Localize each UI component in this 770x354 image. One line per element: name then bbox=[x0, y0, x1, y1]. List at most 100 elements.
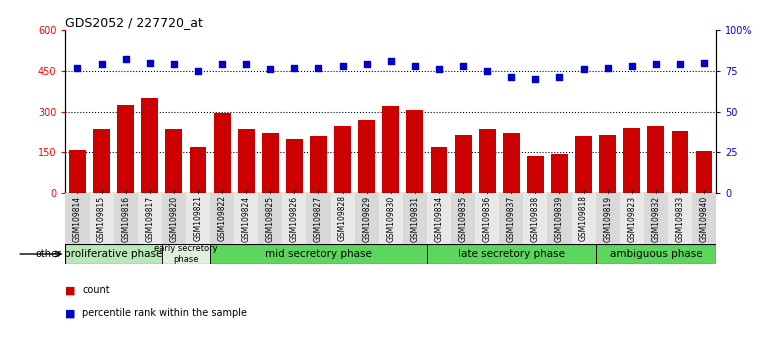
Bar bbox=[138, 193, 162, 244]
Point bbox=[119, 57, 132, 62]
Bar bbox=[114, 193, 138, 244]
Bar bbox=[403, 193, 427, 244]
Bar bbox=[620, 193, 644, 244]
Text: GSM109822: GSM109822 bbox=[218, 195, 226, 241]
Text: GSM109816: GSM109816 bbox=[121, 195, 130, 242]
Bar bbox=[330, 193, 355, 244]
Bar bbox=[499, 193, 524, 244]
Bar bbox=[262, 133, 279, 193]
Text: GSM109821: GSM109821 bbox=[193, 195, 203, 241]
Bar bbox=[69, 149, 86, 193]
Point bbox=[313, 65, 325, 70]
Bar bbox=[379, 193, 403, 244]
Bar bbox=[624, 128, 640, 193]
Bar bbox=[407, 110, 424, 193]
Point bbox=[650, 62, 662, 67]
Point bbox=[384, 58, 397, 64]
Point bbox=[288, 65, 300, 70]
Bar bbox=[306, 193, 330, 244]
Bar bbox=[258, 193, 283, 244]
Bar bbox=[213, 113, 230, 193]
Bar bbox=[596, 244, 716, 264]
Text: GSM109835: GSM109835 bbox=[459, 195, 467, 242]
Bar bbox=[475, 193, 499, 244]
Bar bbox=[454, 135, 471, 193]
Bar bbox=[334, 126, 351, 193]
Point bbox=[95, 62, 108, 67]
Bar bbox=[65, 193, 89, 244]
Bar bbox=[430, 147, 447, 193]
Text: GSM109837: GSM109837 bbox=[507, 195, 516, 242]
Point bbox=[360, 62, 373, 67]
Bar bbox=[234, 193, 258, 244]
Text: percentile rank within the sample: percentile rank within the sample bbox=[82, 308, 247, 318]
Text: other: other bbox=[35, 249, 62, 259]
Point bbox=[505, 74, 517, 80]
Point bbox=[433, 66, 445, 72]
Text: late secretory phase: late secretory phase bbox=[458, 249, 564, 259]
Bar bbox=[238, 129, 255, 193]
Text: GSM109834: GSM109834 bbox=[434, 195, 444, 242]
Text: GSM109818: GSM109818 bbox=[579, 195, 588, 241]
Bar bbox=[596, 193, 620, 244]
Bar bbox=[575, 136, 592, 193]
Text: GSM109815: GSM109815 bbox=[97, 195, 106, 242]
Text: proliferative phase: proliferative phase bbox=[65, 249, 162, 259]
Text: GSM109814: GSM109814 bbox=[73, 195, 82, 242]
Bar bbox=[186, 193, 210, 244]
Bar bbox=[286, 139, 303, 193]
Text: GSM109827: GSM109827 bbox=[314, 195, 323, 242]
Point bbox=[481, 68, 494, 74]
Bar bbox=[671, 131, 688, 193]
Bar bbox=[648, 126, 665, 193]
Text: GSM109825: GSM109825 bbox=[266, 195, 275, 242]
Point bbox=[72, 65, 84, 70]
Bar bbox=[599, 135, 616, 193]
Text: ■: ■ bbox=[65, 308, 76, 318]
Text: GSM109836: GSM109836 bbox=[483, 195, 492, 242]
Text: GSM109833: GSM109833 bbox=[675, 195, 685, 242]
Point bbox=[674, 62, 686, 67]
Bar bbox=[668, 193, 692, 244]
Text: GSM109819: GSM109819 bbox=[603, 195, 612, 242]
Bar bbox=[162, 244, 210, 264]
Bar bbox=[644, 193, 668, 244]
Bar bbox=[427, 193, 451, 244]
Point bbox=[216, 62, 228, 67]
Text: GSM109828: GSM109828 bbox=[338, 195, 347, 241]
Text: GSM109839: GSM109839 bbox=[555, 195, 564, 242]
Text: early secretory
phase: early secretory phase bbox=[154, 244, 218, 264]
Bar bbox=[479, 129, 496, 193]
Text: mid secretory phase: mid secretory phase bbox=[265, 249, 372, 259]
Point bbox=[409, 63, 421, 69]
Text: GSM109820: GSM109820 bbox=[169, 195, 179, 242]
Point bbox=[578, 66, 590, 72]
Text: ambiguous phase: ambiguous phase bbox=[610, 249, 702, 259]
Bar bbox=[310, 136, 327, 193]
Text: GSM109831: GSM109831 bbox=[410, 195, 420, 242]
Point bbox=[240, 62, 253, 67]
Text: GSM109840: GSM109840 bbox=[700, 195, 708, 242]
Bar bbox=[451, 193, 475, 244]
Bar bbox=[358, 120, 375, 193]
Bar bbox=[210, 193, 234, 244]
Text: GSM109817: GSM109817 bbox=[146, 195, 154, 242]
Point bbox=[336, 63, 349, 69]
Bar bbox=[524, 193, 547, 244]
Text: GSM109838: GSM109838 bbox=[531, 195, 540, 242]
Bar bbox=[65, 244, 162, 264]
Bar bbox=[571, 193, 596, 244]
Bar bbox=[692, 193, 716, 244]
Text: GSM109824: GSM109824 bbox=[242, 195, 251, 242]
Point bbox=[168, 62, 180, 67]
Text: ■: ■ bbox=[65, 285, 76, 295]
Point bbox=[144, 60, 156, 65]
Point bbox=[529, 76, 541, 82]
Text: count: count bbox=[82, 285, 110, 295]
Bar bbox=[89, 193, 114, 244]
Bar bbox=[166, 129, 182, 193]
Point bbox=[601, 65, 614, 70]
Point bbox=[192, 68, 204, 74]
Text: GSM109826: GSM109826 bbox=[290, 195, 299, 242]
Text: GDS2052 / 227720_at: GDS2052 / 227720_at bbox=[65, 16, 203, 29]
